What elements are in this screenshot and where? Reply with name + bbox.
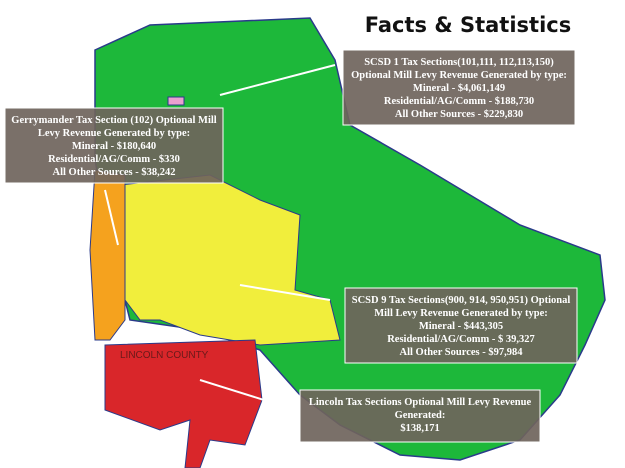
yellow-region	[119, 174, 341, 346]
leader-line	[239, 284, 331, 301]
map-label: LINCOLN COUNTY	[120, 350, 209, 361]
callout-line: Gerrymander Tax Section (102) Optional M…	[11, 115, 217, 126]
callout-line: SCSD 9 Tax Sections(900, 914, 950,951) O…	[352, 295, 571, 306]
callout-line: All Other Sources - $97,984	[400, 347, 524, 358]
callout-line: Mineral - $4,061,149	[413, 83, 505, 94]
orange-region	[89, 169, 126, 341]
callout-box	[4, 107, 224, 184]
callout-box	[342, 49, 576, 126]
callout-line: All Other Sources - $38,242	[53, 167, 176, 178]
callout-line: All Other Sources - $229,830	[395, 109, 523, 120]
callout-line: Residential/AG/Comm - $ 39,327	[387, 334, 535, 345]
callout-line: Mill Levy Revenue Generated by type:	[374, 308, 548, 319]
pink-parcel	[167, 96, 185, 106]
callout-line: Lincoln Tax Sections Optional Mill Levy …	[309, 397, 532, 408]
callout-box	[344, 287, 578, 364]
title: Facts & Statistics	[365, 13, 571, 37]
callout-box	[299, 389, 541, 443]
leader-lines	[104, 64, 336, 406]
callout-line: $138,171	[400, 423, 439, 434]
callout: SCSD 1 Tax Sections(101,111, 112,113,150…	[342, 49, 576, 126]
callout-line: Residential/AG/Comm - $330	[48, 154, 180, 165]
callout: SCSD 9 Tax Sections(900, 914, 950,951) O…	[344, 287, 578, 364]
callout-line: Levy Revenue Generated by type:	[38, 128, 190, 139]
callout-line: Residential/AG/Comm - $188,730	[384, 96, 534, 107]
leader-line	[199, 379, 281, 406]
callout: Lincoln Tax Sections Optional Mill Levy …	[299, 389, 541, 443]
callouts: SCSD 1 Tax Sections(101,111, 112,113,150…	[4, 49, 578, 443]
callout-line: Generated:	[395, 410, 446, 421]
callout: Gerrymander Tax Section (102) Optional M…	[4, 107, 224, 184]
red-region	[104, 339, 263, 468]
callout-line: Mineral - $180,640	[72, 141, 156, 152]
callout-line: Mineral - $443,305	[419, 321, 503, 332]
callout-line: Optional Mill Levy Revenue Generated by …	[351, 70, 567, 81]
leader-line	[104, 189, 119, 246]
callout-line: SCSD 1 Tax Sections(101,111, 112,113,150…	[364, 57, 554, 68]
leader-line	[219, 64, 336, 96]
